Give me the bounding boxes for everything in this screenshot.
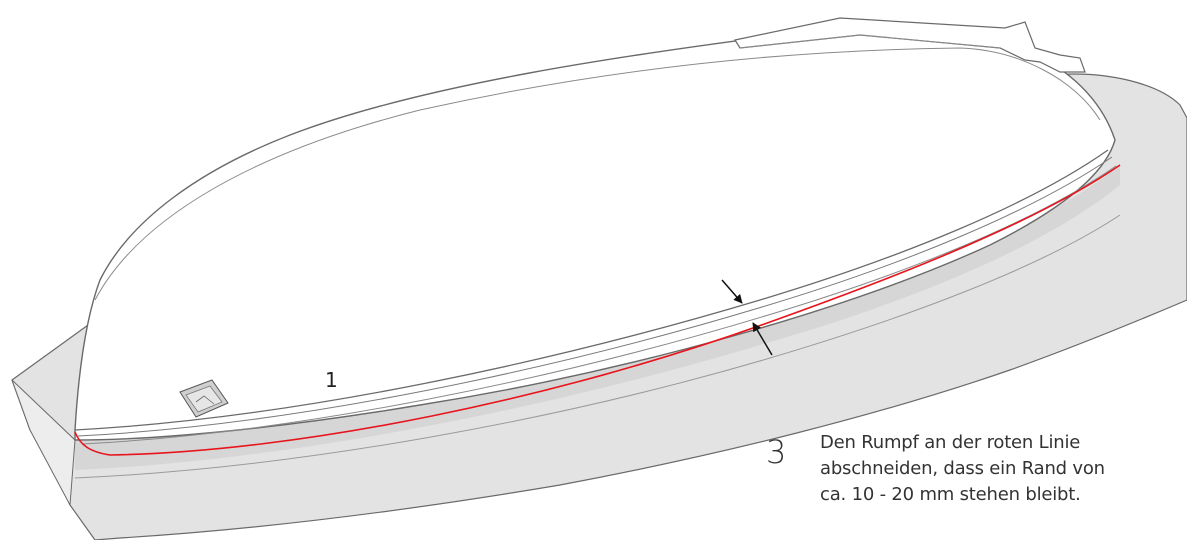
instruction-line-3: ca. 10 - 20 mm stehen bleibt. [820, 484, 1081, 505]
flange-inner-band [75, 165, 1120, 470]
arrow-lower [752, 322, 773, 356]
instruction-text: Den Rumpf an der roten Linie abschneiden… [820, 430, 1180, 508]
hull-rim-line-1 [74, 149, 1109, 431]
flange-corner-facet [11, 379, 76, 507]
instruction-line-1: Den Rumpf an der roten Linie [820, 432, 1081, 453]
hull-deck-line [94, 47, 1101, 301]
stern-transom-edge [739, 34, 1001, 49]
hull-rim-line-2 [77, 156, 1113, 437]
part-number-label: 1 [325, 368, 338, 392]
cut-line [74, 164, 1121, 456]
instruction-line-2: abschneiden, dass ein Rand von [820, 458, 1105, 479]
bow-fitting [179, 379, 229, 418]
step-number: 3 [766, 433, 787, 471]
flange-lower-line [74, 214, 1121, 479]
arrow-upper [721, 279, 743, 304]
hull-rim-line-3 [81, 165, 1117, 445]
